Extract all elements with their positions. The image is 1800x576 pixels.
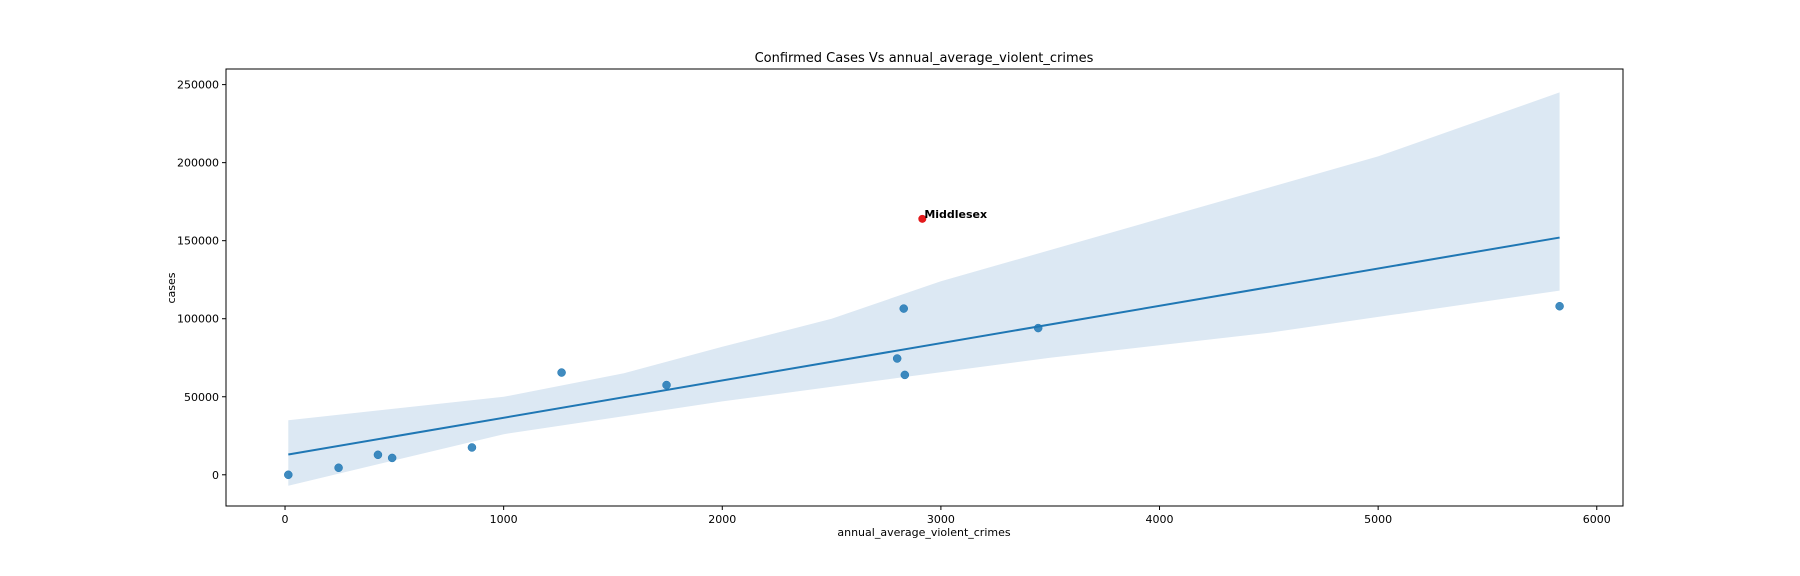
x-tick-label: 0 [282, 513, 289, 526]
x-tick-label: 4000 [1146, 513, 1174, 526]
confidence-band [288, 92, 1560, 486]
scatter-point [557, 368, 566, 377]
x-axis-ticks: 0 1000 2000 3000 4000 5000 6000 [282, 506, 1611, 526]
y-tick-label: 150000 [177, 235, 219, 248]
y-tick-label: 50000 [184, 391, 219, 404]
x-axis-label: annual_average_violent_crimes [837, 526, 1010, 539]
x-tick-label: 3000 [927, 513, 955, 526]
y-tick-label: 250000 [177, 79, 219, 92]
x-tick-label: 1000 [490, 513, 518, 526]
scatter-points-layer: Middlesex [284, 208, 1564, 480]
y-axis-label: cases [165, 272, 178, 303]
y-tick-label: 200000 [177, 157, 219, 170]
confidence-band-layer [288, 92, 1560, 486]
highlight-point [918, 214, 927, 223]
plot-area-frame [225, 68, 1624, 507]
y-axis-ticks: 0 50000 100000 150000 200000 250000 [177, 79, 226, 482]
x-tick-label: 2000 [708, 513, 736, 526]
scatter-point [334, 463, 343, 473]
y-tick-label: 0 [212, 469, 219, 482]
y-tick-label: 100000 [177, 313, 219, 326]
regression-line [288, 236, 1560, 456]
x-tick-label: 5000 [1364, 513, 1392, 526]
scatter-point [387, 453, 397, 463]
scatter-point [373, 450, 383, 460]
scatter-point [892, 354, 902, 363]
scatter-point [1555, 301, 1564, 311]
scatter-point [1033, 323, 1043, 333]
scatter-point [900, 370, 910, 380]
scatter-point [467, 443, 477, 452]
x-tick-label: 6000 [1583, 513, 1611, 526]
scatter-point [284, 470, 293, 480]
scatter-point [899, 304, 908, 313]
regression-line-layer [288, 236, 1560, 456]
scatter-point [662, 380, 671, 390]
chart-title: Confirmed Cases Vs annual_average_violen… [755, 51, 1094, 66]
highlight-label: Middlesex [924, 208, 987, 221]
